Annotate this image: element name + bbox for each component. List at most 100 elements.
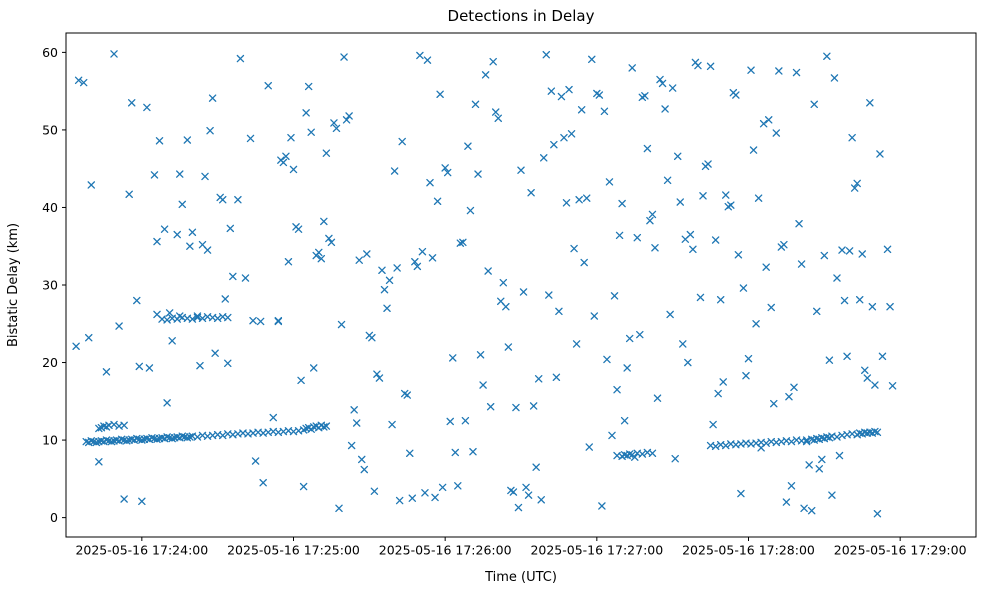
detection-marker-background-detections [787,482,796,490]
detection-marker-background-detections [282,152,290,161]
detection-marker-background-detections [744,354,753,363]
detection-marker-background-detections [120,495,128,503]
detection-marker-background-detections [742,371,750,380]
detection-marker-background-detections [767,303,775,312]
detection-marker-background-detections [524,491,533,499]
detection-marker-background-detections [861,366,869,375]
detection-marker-background-detections [605,178,614,186]
detection-marker-background-detections [711,236,720,244]
detection-marker-background-detections [843,352,851,361]
detection-marker-background-detections [835,451,844,460]
detection-marker-background-detections [234,195,242,204]
detection-marker-background-detections [393,264,401,272]
detection-marker-background-detections [686,230,695,239]
detection-marker-background-detections [866,99,874,107]
detection-marker-background-detections [888,382,897,390]
detection-marker-background-detections [540,154,548,162]
y-tick-label: 0 [50,510,58,525]
detection-marker-background-detections [797,260,806,268]
detection-marker-background-detections [317,254,326,263]
detection-marker-background-detections [754,194,763,202]
detection-marker-background-detections [380,285,389,294]
detection-marker-background-detections [337,320,346,329]
detection-marker-background-detections [373,370,381,378]
detection-marker-background-detections [274,316,283,325]
detection-marker-background-detections [631,453,639,461]
detection-marker-background-detections [363,250,371,258]
detection-marker-background-detections [517,166,525,174]
detection-marker-background-detections [294,225,303,233]
detection-marker-background-detections [673,152,682,161]
detection-marker-background-detections [491,108,500,116]
detection-marker-background-detections [163,399,171,407]
detection-marker-background-detections [454,482,462,490]
detection-marker-background-detections [684,358,692,367]
detection-marker-secondary-track-26km [224,313,232,322]
detection-marker-background-detections [608,431,616,440]
detection-marker-background-detections [115,322,123,330]
detection-marker-background-detections [322,149,331,157]
y-axis-label: Bistatic Delay (km) [6,223,21,347]
detection-marker-background-detections [426,178,434,187]
detection-marker-background-detections [764,116,773,124]
detection-marker-background-detections [504,343,513,351]
detection-marker-background-detections [145,364,154,372]
detection-marker-mid-cluster-8km [648,449,657,458]
detection-marker-background-detections [722,191,730,199]
y-tick-label: 30 [42,278,58,293]
detection-marker-background-detections [259,478,267,487]
detection-marker-background-detections [499,278,508,287]
detection-marker-background-detections [547,87,556,95]
detection-marker-background-detections [206,126,214,135]
detection-marker-background-detections [762,263,770,271]
detection-marker-background-detections [153,237,161,246]
detection-marker-background-detections [699,192,707,200]
detection-marker-background-detections [610,292,619,300]
detection-marker-background-detections [534,375,543,383]
detection-marker-background-detections [345,112,353,120]
detection-marker-background-detections [873,509,882,518]
detection-marker-background-detections [486,402,495,411]
detection-marker-background-detections [542,50,551,59]
detection-marker-main-low-delay-track [322,422,331,430]
detection-marker-background-detections [810,100,818,109]
detection-marker-background-detections [226,224,235,233]
detection-marker-background-detections [332,124,341,133]
detection-marker-main-low-delay-track [120,421,128,430]
detection-marker-background-detections [183,136,192,144]
detection-marker-background-detections [512,403,520,412]
detection-marker-background-detections [471,100,480,109]
detection-marker-background-detections [845,247,854,255]
y-tick-label: 20 [42,355,58,370]
detection-marker-background-detections [716,295,725,304]
detection-marker-background-detections [102,368,111,376]
detection-marker-background-detections [143,103,151,112]
detection-marker-background-detections [585,443,593,451]
detection-marker-background-detections [514,503,523,512]
detection-marker-background-detections [299,482,308,491]
detection-marker-background-detections [813,307,821,316]
detection-marker-background-detections [830,74,839,82]
detection-marker-background-detections [732,91,740,99]
detection-marker-background-detections [886,302,894,311]
detection-marker-background-detections [327,238,336,247]
detection-marker-background-detections [747,66,755,74]
detection-marker-background-detections [484,267,492,275]
y-tick-label: 50 [42,122,58,137]
detection-marker-background-detections [560,133,568,142]
detection-marker-background-detections [330,119,338,127]
detection-marker-background-detections [625,334,634,343]
detection-marker-background-detections [236,54,245,63]
detection-marker-background-detections [423,56,432,64]
detection-marker-background-detections [840,296,849,305]
detection-marker-background-detections [828,491,836,499]
detection-marker-background-detections [613,385,621,394]
detection-marker-background-detections [641,92,649,100]
detection-marker-background-detections [201,172,209,181]
detection-marker-background-detections [443,168,452,177]
detection-marker-background-detections [474,170,482,178]
detection-marker-main-low-delay-track [873,428,882,437]
detection-marker-background-detections [406,449,414,458]
x-tick-label: 2025-05-16 17:24:00 [75,543,208,558]
detection-marker-background-detections [446,417,454,426]
